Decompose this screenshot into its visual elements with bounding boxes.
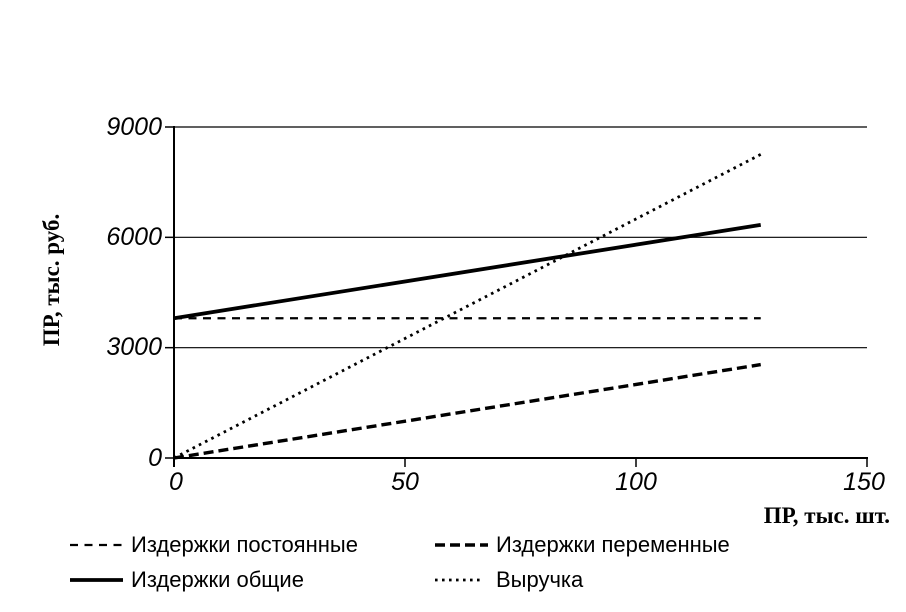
solid-line-icon	[70, 578, 123, 582]
legend-item-total-costs: Издержки общие	[68, 567, 304, 593]
legend-label-total-costs: Издержки общие	[131, 567, 304, 592]
thin-dashed-line-icon	[70, 543, 123, 547]
legend-item-variable-costs: Издержки переменные	[433, 532, 730, 558]
thick-dashed-line-icon	[435, 543, 488, 547]
y-tick-label-6000: 6000	[106, 223, 162, 251]
y-tick-label-3000: 3000	[106, 333, 162, 361]
x-tick-label-50: 50	[391, 468, 419, 496]
x-axis-title: ПР, тыс. шт.	[763, 503, 890, 528]
y-tick-label-0: 0	[148, 444, 162, 472]
x-tick-label-0: 0	[169, 468, 183, 496]
legend-label-revenue: Выручка	[496, 567, 584, 592]
legend-label-variable-costs: Издержки переменные	[496, 532, 730, 557]
x-tick-label-150: 150	[843, 468, 885, 496]
legend-label-fixed-costs: Издержки постоянные	[131, 532, 358, 557]
y-tick-label-9000: 9000	[106, 113, 162, 141]
legend-item-revenue: Выручка	[433, 567, 583, 593]
x-tick-label-100: 100	[615, 468, 657, 496]
dotted-line-icon	[435, 578, 484, 582]
legend-item-fixed-costs: Издержки постоянные	[68, 532, 358, 558]
